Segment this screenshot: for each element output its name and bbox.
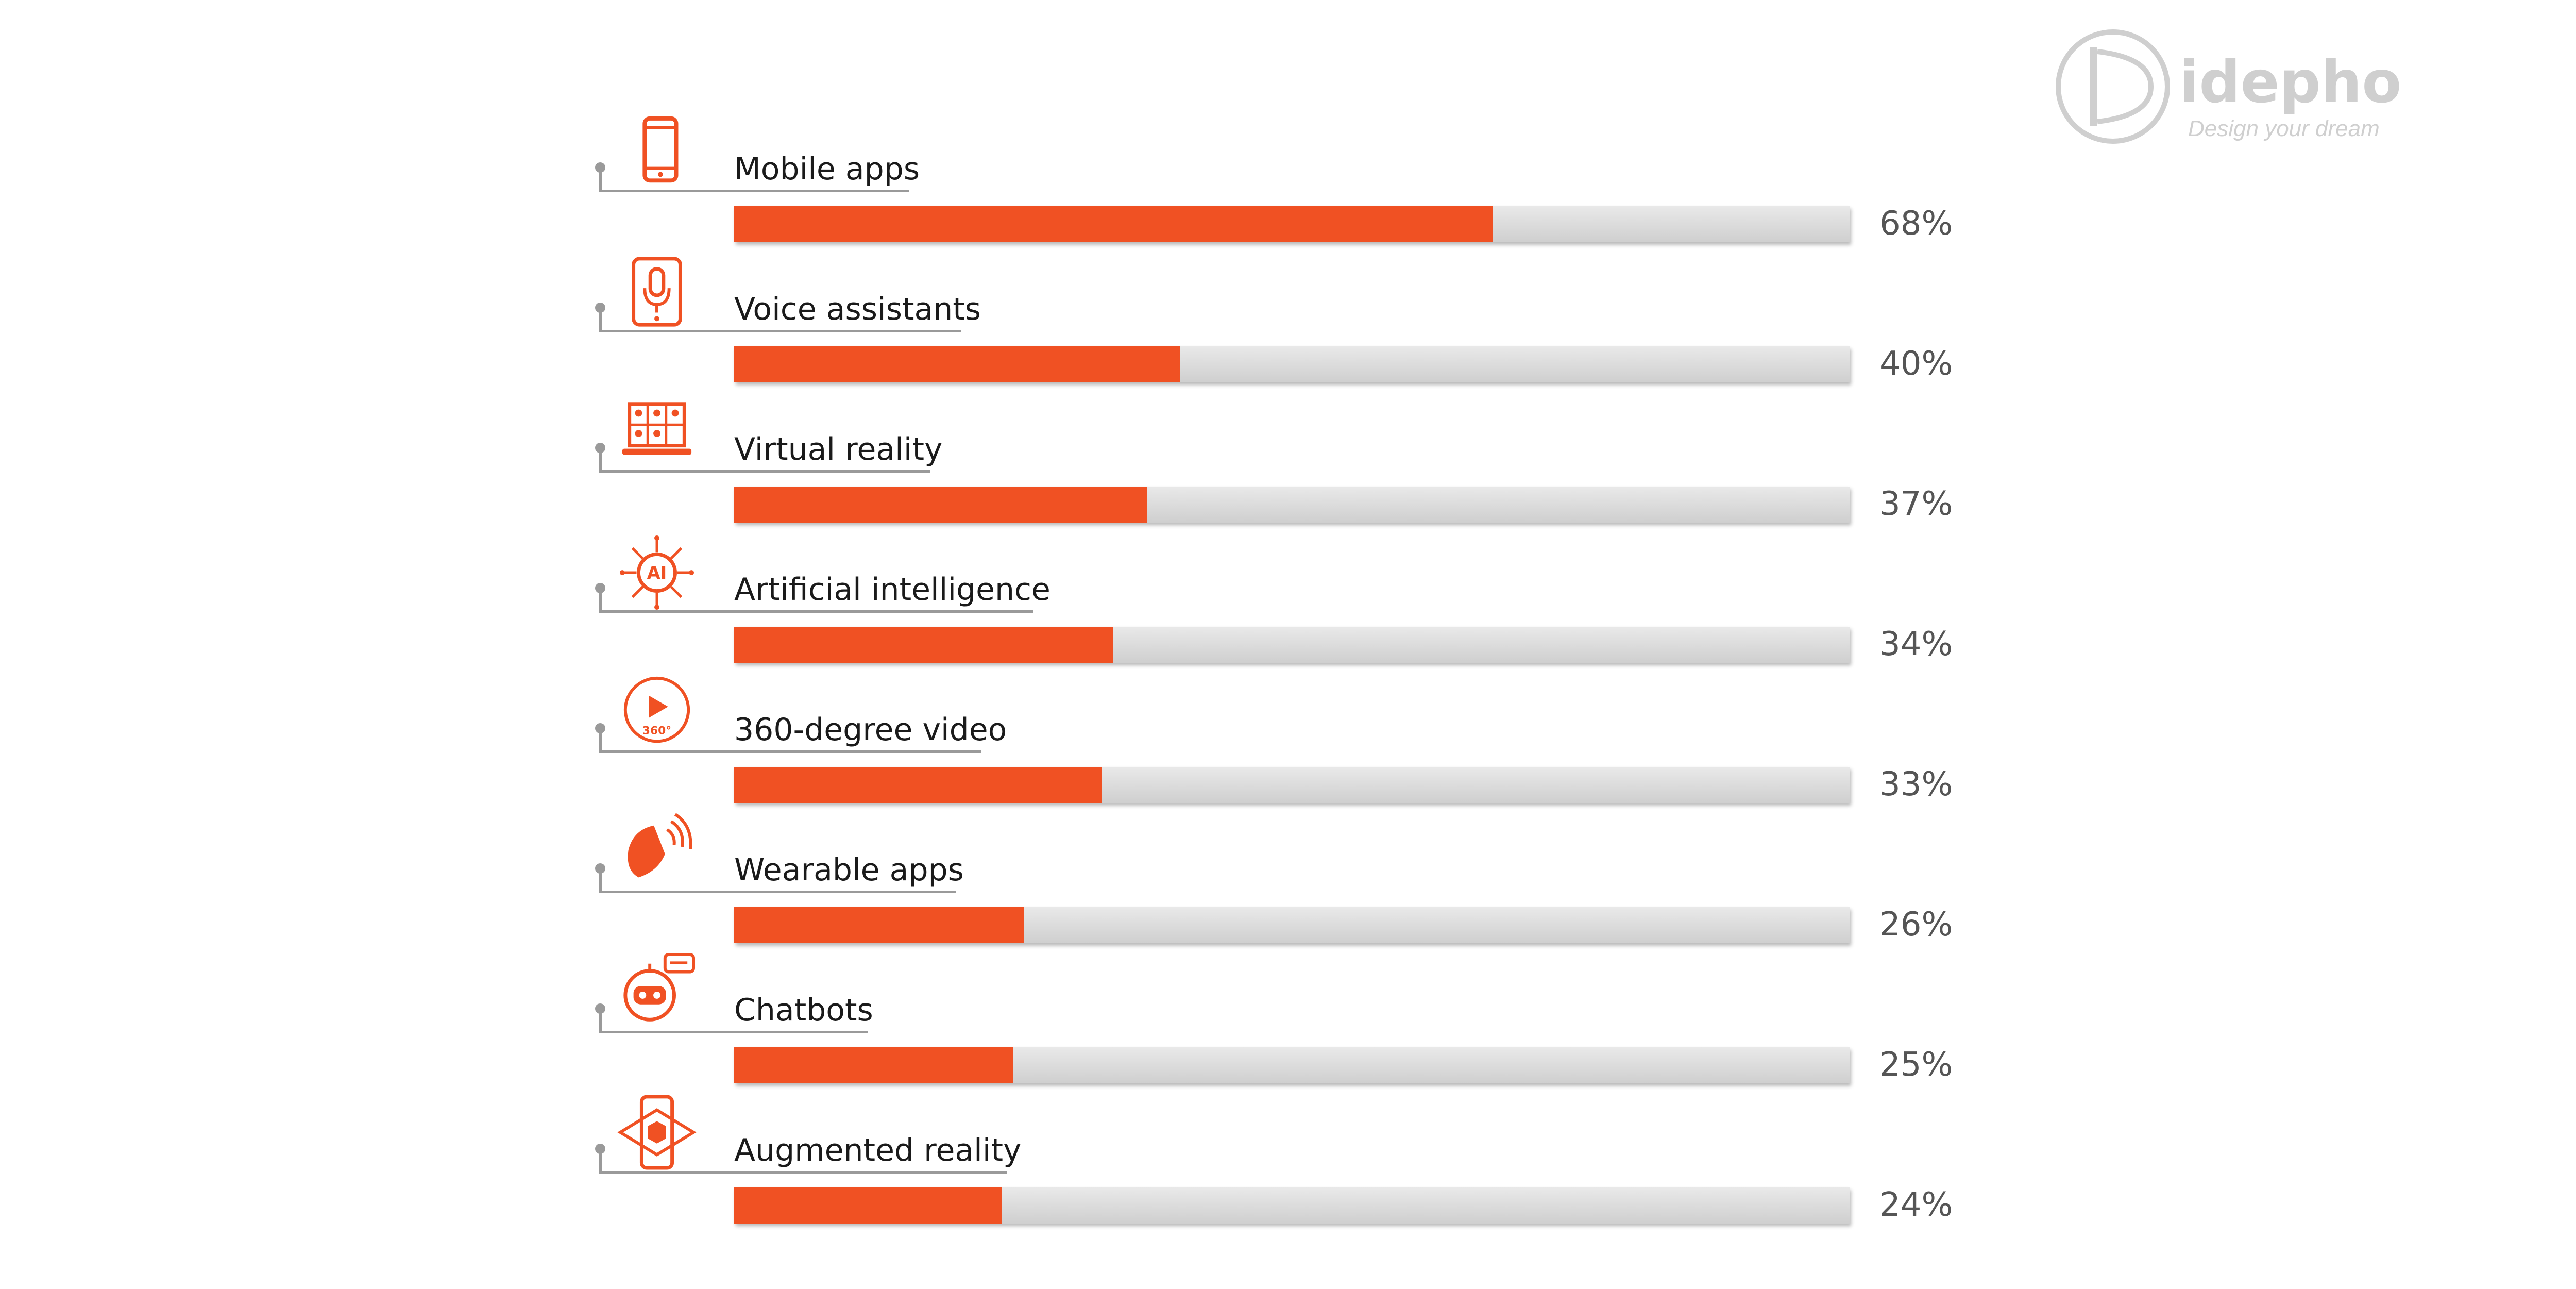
bar-track [734, 767, 1850, 803]
chart-row: Mobile apps 68% [0, 113, 2576, 254]
label-underline [599, 470, 930, 473]
wearable-watch-icon [618, 813, 696, 892]
augmented-reality-icon [617, 1095, 697, 1172]
category-label: Voice assistants [734, 291, 981, 327]
icon-text: AI [647, 563, 667, 583]
label-underline [599, 330, 961, 332]
category-label: 360-degree video [734, 712, 1007, 748]
category-label: Augmented reality [734, 1132, 1022, 1168]
value-label: 25% [1879, 1046, 1953, 1084]
value-label: 68% [1879, 205, 1953, 243]
value-label: 33% [1879, 765, 1953, 803]
leader-line [599, 588, 602, 611]
category-label: Artificial intelligence [734, 572, 1050, 608]
brand-name: idepho [2179, 49, 2402, 116]
value-label: 40% [1879, 345, 1953, 383]
chart-row: Chatbots 25% [0, 953, 2576, 1095]
bar-track [734, 206, 1850, 242]
bar [734, 346, 1180, 382]
leader-line [599, 308, 602, 331]
leader-line [599, 868, 602, 892]
chart-row: Wearable apps 26% [0, 813, 2576, 955]
chart-row: 360° 360-degree video 33% [0, 674, 2576, 814]
bar-track [734, 627, 1850, 663]
bar [734, 206, 1493, 242]
chart-row: AI Artificial intelligence 34% [0, 534, 2576, 674]
bar-track [734, 487, 1850, 523]
bar [734, 907, 1024, 943]
bar [734, 627, 1113, 663]
bar [734, 1187, 1002, 1224]
chatbot-icon [618, 953, 696, 1032]
bar [734, 1047, 1013, 1083]
value-label: 34% [1879, 625, 1953, 663]
artificial-intelligence-icon: AI [618, 534, 696, 611]
leader-line [599, 1009, 602, 1032]
category-label: Mobile apps [734, 151, 920, 187]
label-underline [599, 610, 1033, 613]
value-label: 26% [1879, 906, 1953, 944]
voice-assistant-phone-icon [618, 254, 696, 331]
brand-tagline: Design your dream [2188, 116, 2380, 141]
virtual-reality-laptop-icon [618, 394, 696, 471]
smartphone-icon [618, 113, 696, 191]
label-underline [599, 750, 981, 753]
360-video-icon: 360° [618, 674, 696, 751]
category-label: Chatbots [734, 992, 873, 1028]
logo-mark-icon [2056, 29, 2170, 144]
category-label: Virtual reality [734, 431, 943, 467]
bar-track [734, 907, 1850, 943]
category-label: Wearable apps [734, 852, 964, 888]
label-underline [599, 190, 909, 192]
value-label: 37% [1879, 485, 1953, 523]
bar [734, 487, 1147, 523]
brand-logo: idepho Design your dream [2053, 27, 2414, 161]
label-underline [599, 1031, 868, 1033]
icon-text: 360° [642, 724, 671, 737]
leader-line [599, 168, 602, 191]
bar-track [734, 1047, 1850, 1083]
label-underline [599, 891, 956, 893]
chart-row: Augmented reality 24% [0, 1095, 2576, 1235]
leader-line [599, 448, 602, 471]
bar-track [734, 346, 1850, 382]
bar-track [734, 1187, 1850, 1224]
bar [734, 767, 1102, 803]
label-underline [599, 1171, 1007, 1174]
chart-row: Virtual reality 37% [0, 394, 2576, 534]
chart-row: Voice assistants 40% [0, 254, 2576, 394]
leader-line [599, 728, 602, 751]
leader-line [599, 1149, 602, 1172]
value-label: 24% [1879, 1186, 1953, 1224]
